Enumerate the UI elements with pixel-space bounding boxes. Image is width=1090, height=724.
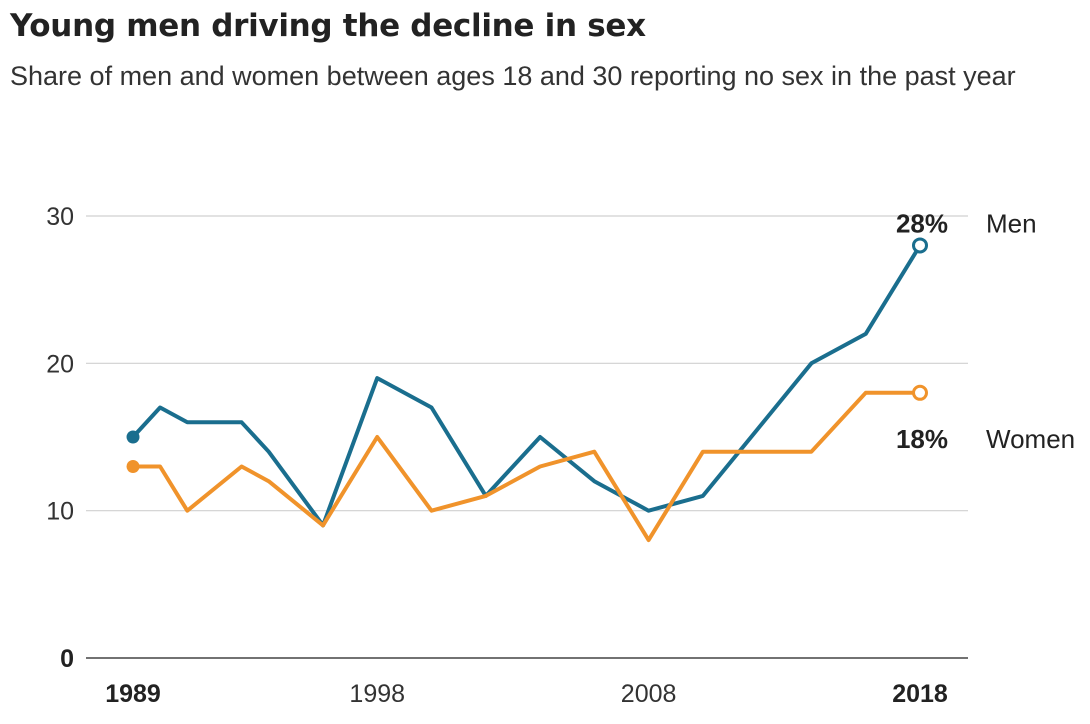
- x-tick-label: 2018: [892, 680, 948, 708]
- series-labels: 28% Men 18% Women: [896, 208, 1075, 453]
- women-series-line: [131, 390, 922, 543]
- y-axis-ticks: 0 10 20 30: [46, 203, 74, 673]
- men-start-point: [126, 430, 140, 444]
- series-lines: [126, 237, 928, 543]
- women-series-name-label: Women: [986, 424, 1075, 454]
- men-end-point: [912, 237, 928, 254]
- y-tick-label: 10: [46, 498, 74, 526]
- y-tick-label: 30: [46, 203, 74, 231]
- x-tick-label: 1998: [349, 680, 405, 708]
- women-end-value-label: 18%: [896, 424, 948, 454]
- x-tick-label: 2008: [621, 680, 677, 708]
- men-series-line: [131, 243, 922, 528]
- men-series-name-label: Men: [986, 208, 1037, 238]
- x-axis-ticks: 1989 1998 2008 2018: [105, 680, 948, 708]
- y-tick-label: 20: [46, 350, 74, 378]
- gridlines: [86, 215, 968, 659]
- men-end-value-label: 28%: [896, 208, 948, 238]
- chart-subtitle: Share of men and women between ages 18 a…: [10, 61, 1016, 91]
- chart-title: Young men driving the decline in sex: [10, 8, 646, 44]
- women-start-point: [126, 459, 140, 473]
- women-end-point: [912, 384, 928, 401]
- x-tick-label: 1989: [105, 680, 161, 708]
- y-tick-label: 0: [60, 645, 74, 673]
